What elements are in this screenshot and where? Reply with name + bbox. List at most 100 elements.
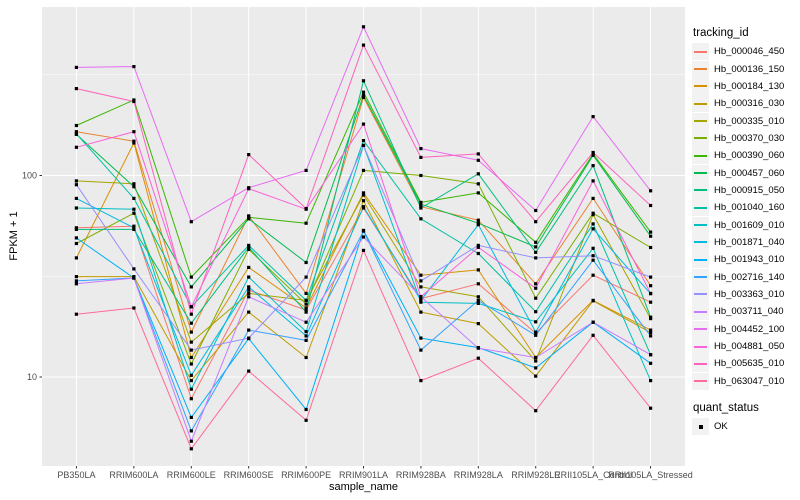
data-point-marker [361, 229, 366, 233]
legend-item-label: Hb_000335_010 [714, 115, 785, 127]
data-point-marker [476, 268, 480, 272]
data-point-marker [132, 276, 136, 280]
legend-key-line-icon [694, 224, 707, 227]
legend-key-line-icon [694, 362, 707, 365]
data-point-marker [649, 379, 653, 383]
data-point-marker [476, 218, 480, 222]
data-point-marker [591, 164, 595, 168]
legend-item: Hb_063047_010 [692, 372, 798, 390]
legend-key-line-icon [694, 345, 707, 348]
data-point-marker [476, 356, 480, 360]
data-point-marker [419, 273, 423, 277]
data-point-marker [361, 168, 366, 172]
data-point-marker [534, 330, 538, 334]
data-point-marker [419, 173, 423, 178]
black-square-point-icon [698, 424, 703, 429]
data-point-marker [591, 333, 595, 337]
data-point-marker [132, 139, 136, 143]
legend-key [692, 355, 709, 373]
data-point-marker [534, 240, 538, 244]
legend-item-label: Hb_001609_010 [714, 219, 785, 231]
data-point-marker [649, 189, 653, 193]
data-point-marker [132, 226, 136, 230]
data-point-marker [419, 379, 423, 383]
data-point-marker [591, 150, 595, 155]
data-point-marker [304, 330, 308, 334]
data-point-marker [74, 87, 78, 91]
y-tick-label: 100 [22, 171, 37, 181]
data-point-marker [189, 330, 193, 334]
data-point-marker [189, 447, 193, 451]
data-point-marker [591, 179, 595, 183]
legend-item: Hb_001040_160 [692, 199, 798, 217]
data-point-marker [476, 282, 480, 286]
legend-item-label: Hb_000316_030 [714, 98, 785, 110]
data-point-marker [189, 439, 193, 443]
data-point-marker [591, 222, 595, 226]
data-point-marker [132, 267, 136, 271]
data-point-marker [419, 336, 423, 340]
legend-key [692, 181, 709, 199]
x-tick-label: RRIM600LA [109, 470, 158, 480]
data-point-marker [304, 338, 308, 342]
y-axis-title: FPKM + 1 [8, 211, 20, 261]
data-point-marker [304, 334, 308, 338]
data-point-marker [74, 227, 78, 231]
data-point-marker [534, 256, 538, 260]
data-point-marker [189, 305, 193, 309]
data-point-marker [419, 298, 423, 302]
data-point-marker [534, 320, 538, 324]
data-point-marker [304, 302, 308, 306]
data-point-marker [476, 346, 480, 350]
data-point-marker [649, 300, 653, 304]
legend-key-line-icon [694, 293, 707, 296]
legend-key [692, 77, 709, 95]
data-point-marker [74, 179, 78, 183]
data-point-marker [304, 221, 308, 225]
data-point-marker [649, 331, 653, 335]
data-point-marker [591, 254, 595, 258]
data-point-marker [304, 407, 308, 412]
x-tick-label: RRII105LA_Stressed [608, 470, 693, 480]
x-tick-label: RRIM928BA [396, 470, 446, 480]
data-point-marker [476, 191, 480, 195]
data-point-marker [247, 288, 251, 292]
legend-key [692, 251, 709, 269]
data-point-marker [304, 275, 308, 279]
data-point-marker [74, 279, 78, 283]
data-point-marker [649, 230, 653, 234]
data-point-marker [304, 260, 308, 265]
data-point-marker [476, 152, 480, 156]
legend-key-line-icon [694, 50, 707, 53]
data-point-marker [304, 168, 308, 172]
data-point-marker [476, 251, 480, 256]
legend-key [692, 303, 709, 321]
data-point-marker [361, 139, 366, 143]
legend-item: Hb_000046_450 [692, 43, 798, 61]
data-point-marker [534, 286, 538, 290]
legend-key-line-icon [694, 258, 707, 261]
data-point-marker [304, 320, 308, 324]
data-point-marker [304, 418, 308, 422]
data-point-marker [189, 415, 193, 419]
data-point-marker [304, 298, 308, 302]
legend-key-line-icon [694, 206, 707, 209]
x-tick-label: RRII105LA_Control [554, 470, 632, 480]
data-point-marker [419, 279, 423, 283]
legend-key-line-icon [694, 189, 707, 192]
x-tick-label: RRIM600LE [167, 470, 216, 480]
data-point-marker [649, 315, 653, 319]
legend-item: Hb_000457_060 [692, 164, 798, 182]
data-point-marker [189, 397, 193, 401]
data-point-marker [132, 211, 136, 215]
data-point-marker [649, 234, 653, 238]
legend-item: Hb_000184_130 [692, 77, 798, 95]
x-tick-label: RRIM928LE [511, 470, 560, 480]
legend-key [692, 129, 709, 147]
data-point-marker [361, 95, 366, 99]
data-point-marker [74, 183, 78, 187]
data-point-marker [419, 202, 423, 206]
data-point-marker [591, 273, 595, 277]
legend-key-line-icon [694, 120, 707, 123]
legend-key-line-icon [694, 380, 707, 383]
